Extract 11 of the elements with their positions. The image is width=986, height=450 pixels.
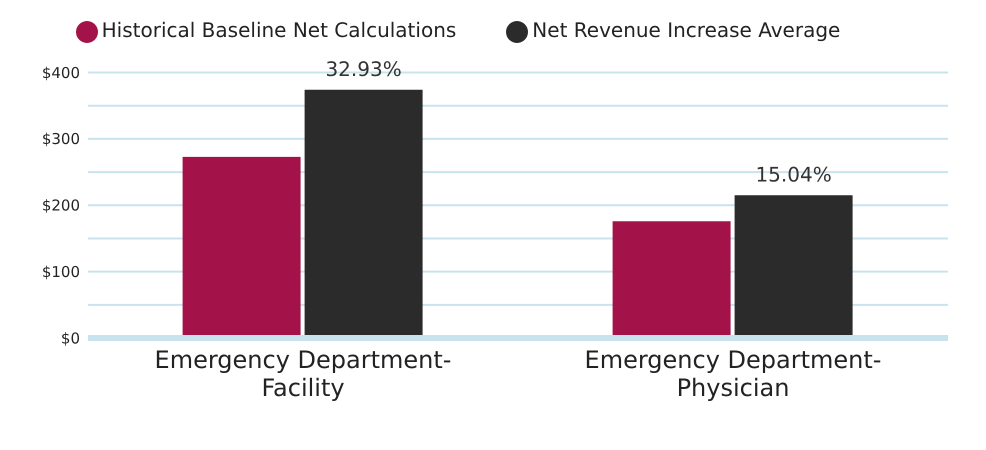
y-tick-label: $400 [42, 64, 80, 82]
x-tick-label: Emergency Department-Physician [584, 346, 882, 402]
legend-label: Historical Baseline Net Calculations [102, 18, 456, 42]
annotation: 15.04% [755, 162, 832, 186]
legend-label: Net Revenue Increase Average [532, 18, 840, 42]
y-tick-label: $300 [42, 130, 80, 148]
y-tick-label: $100 [42, 262, 80, 281]
annotation: 32.93% [325, 56, 402, 81]
y-tick-label: $0 [60, 329, 80, 348]
x-tick-label: Emergency Department-Facility [154, 346, 452, 402]
y-tick-label: $200 [42, 196, 80, 215]
